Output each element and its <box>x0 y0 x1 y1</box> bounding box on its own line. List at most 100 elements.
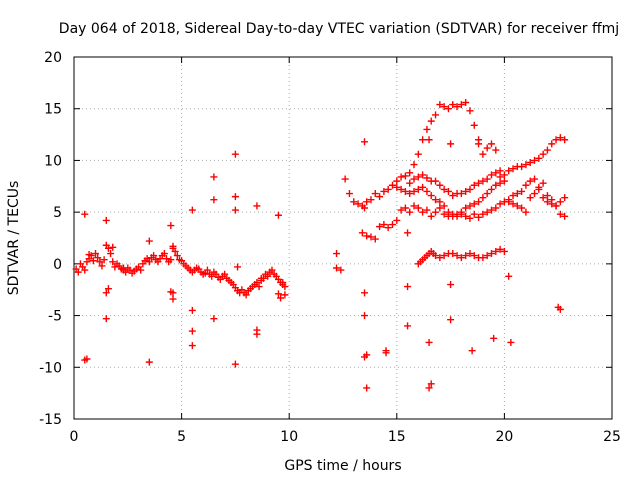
data-point <box>466 185 474 193</box>
data-point <box>496 245 504 253</box>
data-point <box>543 146 551 154</box>
data-point <box>440 202 448 210</box>
data-point <box>203 266 211 274</box>
data-point <box>556 305 564 313</box>
data-point <box>384 224 392 232</box>
data-point <box>98 262 106 270</box>
data-point <box>447 140 455 148</box>
data-point <box>137 266 145 274</box>
data-point <box>89 257 97 265</box>
data-point <box>96 258 104 266</box>
data-point <box>423 174 431 182</box>
data-point <box>404 322 412 330</box>
data-point <box>410 187 418 195</box>
data-point <box>500 177 508 185</box>
data-point <box>518 204 526 212</box>
data-point <box>453 210 461 218</box>
data-point <box>425 384 433 392</box>
data-point <box>440 210 448 218</box>
y-tick-label: 15 <box>44 102 62 118</box>
data-point <box>444 187 452 195</box>
data-point <box>423 187 431 195</box>
data-point <box>462 187 470 195</box>
data-point <box>376 223 384 231</box>
data-point <box>449 250 457 258</box>
data-point <box>496 173 504 181</box>
data-point <box>361 312 369 320</box>
data-point <box>401 204 409 212</box>
data-point <box>552 136 560 144</box>
data-point <box>447 316 455 324</box>
data-point <box>539 194 547 202</box>
data-point <box>85 251 93 259</box>
data-point <box>522 208 530 216</box>
data-point <box>539 179 547 187</box>
data-point <box>281 283 289 291</box>
data-point <box>470 210 478 218</box>
data-point <box>363 351 371 359</box>
data-point <box>492 169 500 177</box>
data-point <box>419 171 427 179</box>
data-point <box>462 204 470 212</box>
data-point <box>333 264 341 272</box>
data-point <box>188 206 196 214</box>
data-point <box>171 247 179 255</box>
data-point <box>264 272 272 280</box>
data-point <box>526 177 534 185</box>
data-point <box>419 136 427 144</box>
data-point <box>188 342 196 350</box>
data-point <box>457 101 465 109</box>
data-point <box>145 358 153 366</box>
data-point <box>186 266 194 274</box>
data-point <box>406 208 414 216</box>
data-point <box>500 171 508 179</box>
data-point <box>436 198 444 206</box>
data-point <box>453 103 461 111</box>
x-tick-label: 0 <box>70 429 79 445</box>
data-point <box>414 173 422 181</box>
data-point <box>253 278 261 286</box>
data-point <box>453 252 461 260</box>
data-point <box>556 210 564 218</box>
y-tick-label: 5 <box>53 205 62 221</box>
data-point <box>376 193 384 201</box>
data-point <box>436 181 444 189</box>
data-point <box>109 258 117 266</box>
data-point <box>505 272 513 280</box>
data-point <box>500 247 508 255</box>
data-point <box>561 212 569 220</box>
data-point <box>543 192 551 200</box>
data-point <box>169 289 177 297</box>
data-point <box>492 181 500 189</box>
data-point <box>94 254 102 262</box>
x-tick-label: 5 <box>177 429 186 445</box>
data-point <box>188 306 196 314</box>
data-point <box>393 183 401 191</box>
data-point <box>457 254 465 262</box>
data-point <box>507 338 515 346</box>
data-point <box>169 295 177 303</box>
data-point <box>231 193 239 201</box>
data-point <box>487 250 495 258</box>
data-point <box>104 285 112 293</box>
data-point <box>432 177 440 185</box>
data-point <box>475 140 483 148</box>
data-point <box>509 200 517 208</box>
data-point <box>419 183 427 191</box>
data-point <box>505 167 513 175</box>
x-tick-label: 10 <box>280 429 298 445</box>
data-point <box>487 206 495 214</box>
data-point <box>274 211 282 219</box>
data-point <box>401 172 409 180</box>
data-point <box>449 101 457 109</box>
data-point <box>242 291 250 299</box>
data-point <box>350 198 358 206</box>
data-point <box>466 214 474 222</box>
data-point <box>483 208 491 216</box>
data-point <box>462 212 470 220</box>
data-point <box>449 212 457 220</box>
data-point <box>526 158 534 166</box>
data-point <box>462 99 470 107</box>
y-tick-labels: -15 -10 -5 0 5 10 15 20 <box>39 50 62 428</box>
data-point <box>145 237 153 245</box>
